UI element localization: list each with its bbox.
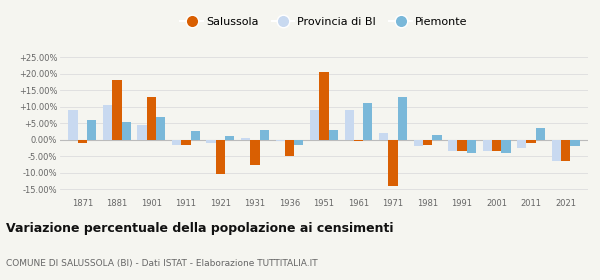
- Legend: Salussola, Provincia di BI, Piemonte: Salussola, Provincia di BI, Piemonte: [176, 12, 472, 31]
- Bar: [329, 130, 338, 140]
- Bar: [517, 140, 526, 148]
- Bar: [172, 140, 181, 145]
- Bar: [112, 80, 122, 140]
- Bar: [122, 122, 131, 140]
- Bar: [492, 140, 501, 151]
- Bar: [423, 140, 432, 145]
- Bar: [156, 116, 166, 140]
- Bar: [432, 135, 442, 140]
- Bar: [482, 140, 492, 151]
- Text: COMUNE DI SALUSSOLA (BI) - Dati ISTAT - Elaborazione TUTTITALIA.IT: COMUNE DI SALUSSOLA (BI) - Dati ISTAT - …: [6, 259, 317, 268]
- Bar: [501, 140, 511, 153]
- Bar: [137, 125, 147, 140]
- Bar: [68, 110, 78, 140]
- Bar: [536, 128, 545, 140]
- Bar: [147, 97, 156, 140]
- Bar: [206, 140, 216, 143]
- Bar: [448, 140, 457, 151]
- Bar: [363, 103, 373, 140]
- Bar: [260, 130, 269, 140]
- Bar: [181, 140, 191, 145]
- Bar: [551, 140, 561, 161]
- Bar: [87, 120, 97, 140]
- Bar: [354, 140, 363, 141]
- Bar: [294, 140, 304, 145]
- Bar: [191, 132, 200, 140]
- Bar: [344, 110, 354, 140]
- Bar: [310, 110, 319, 140]
- Bar: [319, 72, 329, 140]
- Bar: [285, 140, 294, 156]
- Bar: [241, 138, 250, 140]
- Bar: [570, 140, 580, 146]
- Bar: [275, 140, 285, 141]
- Bar: [379, 133, 388, 140]
- Text: Variazione percentuale della popolazione ai censimenti: Variazione percentuale della popolazione…: [6, 222, 394, 235]
- Bar: [561, 140, 570, 161]
- Bar: [398, 97, 407, 140]
- Bar: [103, 105, 112, 140]
- Bar: [467, 140, 476, 153]
- Bar: [250, 140, 260, 165]
- Bar: [413, 140, 423, 146]
- Bar: [216, 140, 225, 174]
- Bar: [78, 140, 87, 143]
- Bar: [526, 140, 536, 143]
- Bar: [388, 140, 398, 186]
- Bar: [457, 140, 467, 151]
- Bar: [225, 136, 235, 140]
